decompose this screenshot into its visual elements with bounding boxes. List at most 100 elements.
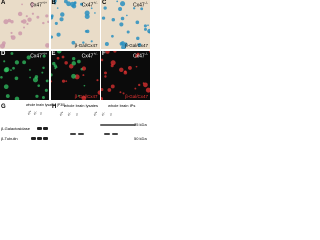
image-panel: A Cx47+/+ xyxy=(0,0,49,49)
cell xyxy=(123,70,128,75)
cell xyxy=(119,67,124,73)
cell xyxy=(71,3,76,9)
cell xyxy=(2,44,6,47)
cell xyxy=(10,31,13,35)
cell xyxy=(143,82,148,88)
cell xyxy=(52,0,57,3)
cell xyxy=(10,35,16,40)
cell xyxy=(17,11,23,17)
micrograph xyxy=(0,52,49,100)
cell xyxy=(140,7,144,11)
cell xyxy=(26,22,29,25)
cell xyxy=(104,75,107,78)
lane-label: +/- xyxy=(66,111,73,117)
marker: Cx47 xyxy=(30,53,42,60)
cell xyxy=(14,76,19,81)
cell xyxy=(110,84,115,89)
cell xyxy=(25,15,28,18)
cell xyxy=(4,67,10,72)
cell xyxy=(51,61,55,66)
stain-label: β-Gal/Cx47 xyxy=(125,43,148,48)
cell xyxy=(149,51,150,53)
cell xyxy=(143,27,147,31)
cell xyxy=(127,65,132,70)
cell xyxy=(97,90,100,95)
blot-band xyxy=(70,133,76,135)
lane-label: +/+ xyxy=(58,110,65,117)
cell xyxy=(10,69,12,71)
cell xyxy=(116,0,119,3)
cell xyxy=(61,55,64,59)
cell xyxy=(35,94,39,98)
row-label: β-Galactosidase xyxy=(1,126,30,131)
cell xyxy=(31,12,35,15)
lane-label: +/+ xyxy=(92,110,99,117)
cell xyxy=(41,95,45,99)
cell xyxy=(136,36,140,41)
image-panel: F Cx47-/- β-Gal/Cx47 xyxy=(101,51,150,100)
genotype: +/+ xyxy=(41,52,47,56)
cell xyxy=(119,41,124,46)
cell xyxy=(81,66,86,71)
cell xyxy=(32,77,39,83)
cell xyxy=(45,14,49,18)
cell xyxy=(63,61,68,65)
micrograph xyxy=(101,0,150,49)
marker: Cx47 xyxy=(133,2,145,9)
cell xyxy=(5,94,10,99)
genotype: -/- xyxy=(144,1,148,5)
cell xyxy=(18,31,23,36)
cell xyxy=(23,26,26,29)
cell xyxy=(120,16,125,21)
lane-label: +/+ xyxy=(26,109,33,116)
genotype-label: Cx47-/- xyxy=(133,52,148,60)
micrograph xyxy=(101,51,150,100)
genotype-label: Cx47+/- xyxy=(82,1,98,9)
blot-band xyxy=(43,137,48,140)
cell xyxy=(107,88,112,92)
cell xyxy=(53,2,56,5)
cell xyxy=(14,60,20,65)
cell xyxy=(118,7,123,11)
cell xyxy=(41,71,44,74)
cell xyxy=(90,40,93,43)
genotype: +/- xyxy=(93,52,98,56)
blot-band xyxy=(112,133,118,135)
blot-band xyxy=(37,127,42,130)
marker-label: 75 kDa xyxy=(134,122,147,127)
cell xyxy=(90,7,93,10)
cell xyxy=(135,65,138,68)
cell xyxy=(126,30,130,34)
cell xyxy=(93,12,96,14)
lane-label: +/- xyxy=(100,111,107,117)
cell xyxy=(77,94,80,97)
cell xyxy=(145,87,150,93)
cell xyxy=(111,17,115,22)
lane-label: -/- xyxy=(108,112,114,117)
genotype: +/+ xyxy=(41,1,47,5)
cell xyxy=(50,35,53,39)
blot-band xyxy=(37,137,42,140)
cell xyxy=(22,60,27,65)
cell xyxy=(45,79,49,83)
cell xyxy=(101,16,106,20)
cell xyxy=(20,20,24,23)
cell xyxy=(30,5,34,8)
cell xyxy=(81,41,85,44)
cell xyxy=(80,95,86,100)
genotype: -/- xyxy=(144,52,148,56)
cell xyxy=(42,21,45,25)
cell xyxy=(7,18,12,23)
cell xyxy=(133,7,136,10)
cell xyxy=(64,80,67,83)
cell xyxy=(84,14,90,20)
cell xyxy=(10,20,14,24)
cell xyxy=(138,83,141,87)
micrograph xyxy=(0,2,49,49)
marker: Cx47 xyxy=(30,2,42,9)
blot-band xyxy=(78,133,84,135)
cell xyxy=(147,24,149,27)
cell xyxy=(28,68,31,71)
cell xyxy=(103,6,107,10)
marker: Cx47 xyxy=(81,2,94,9)
